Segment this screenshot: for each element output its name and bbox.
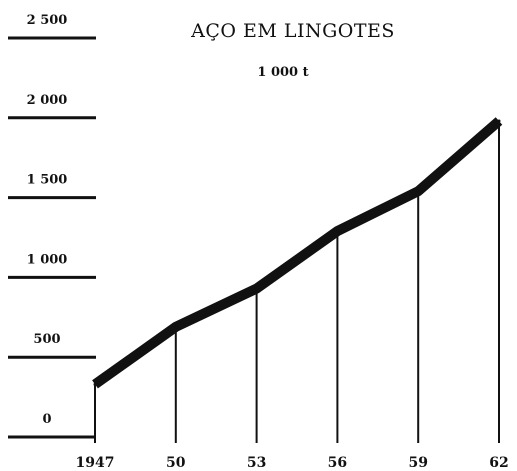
y-tick-label: 2 500 — [27, 13, 68, 28]
series-line — [92, 117, 503, 389]
data-point — [335, 229, 339, 233]
chart-title: AÇO EM LINGOTES — [190, 20, 395, 42]
y-tick-label: 1 500 — [27, 173, 68, 188]
y-tick-label: 1 000 — [27, 252, 68, 267]
x-axis: 1947 50 53 56 59 62 — [76, 455, 509, 471]
vertical-drop-lines — [94, 120, 500, 443]
y-tick-label: 0 — [42, 412, 51, 427]
data-point — [255, 287, 259, 291]
x-tick-label: 62 — [489, 455, 508, 471]
data-point — [174, 325, 178, 329]
y-axis: 0 500 1 000 1 500 2 000 2 500 — [8, 13, 96, 439]
x-tick-label: 56 — [328, 455, 347, 471]
y-tick-label: 2 000 — [27, 93, 68, 108]
series-group — [92, 117, 503, 389]
x-tick-label: 50 — [166, 455, 186, 471]
y-tick-label: 500 — [33, 332, 60, 347]
data-point — [93, 382, 97, 386]
x-tick-label: 1947 — [76, 455, 115, 471]
x-tick-label: 59 — [408, 455, 427, 471]
data-point — [497, 119, 501, 123]
x-tick-label: 53 — [247, 455, 266, 471]
data-point — [416, 189, 420, 193]
chart-unit-label: 1 000 t — [257, 65, 308, 80]
